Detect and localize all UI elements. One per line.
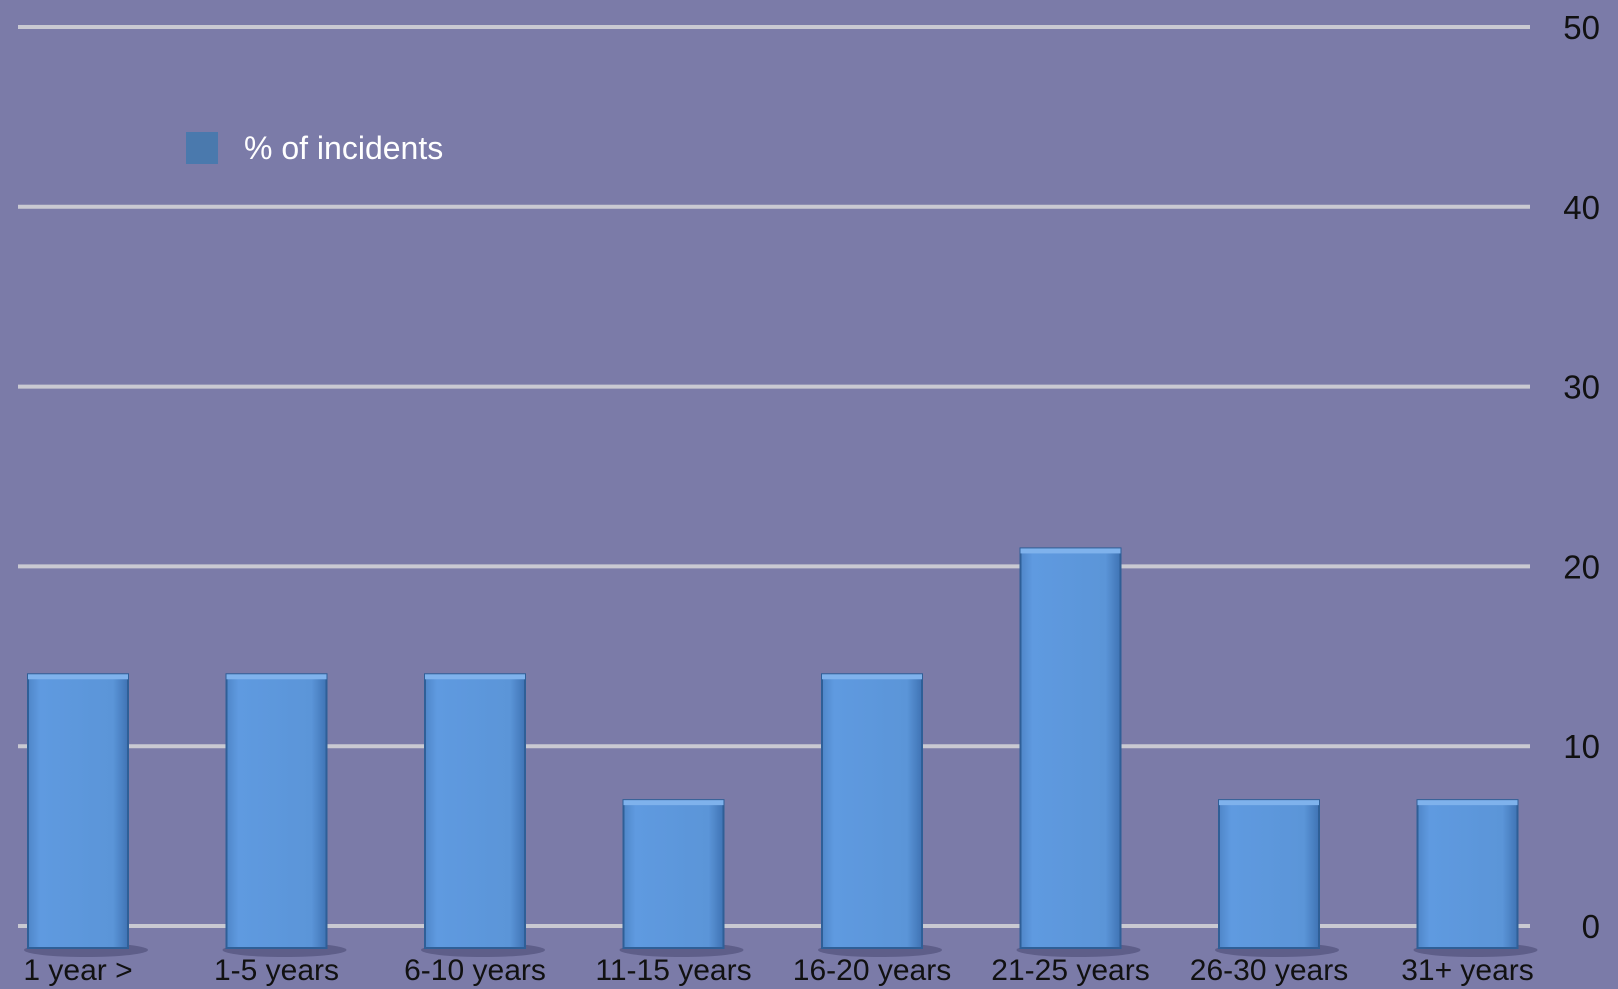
bar — [1413, 799, 1538, 957]
bar-body — [622, 799, 725, 950]
bar-top-highlight — [1417, 800, 1518, 806]
x-tick-label: 26-30 years — [1190, 954, 1348, 987]
bar-body — [1416, 799, 1519, 950]
bar — [24, 673, 148, 957]
bar-body — [821, 673, 923, 950]
y-tick-label: 40 — [1563, 189, 1600, 226]
x-tick-label: 31+ years — [1401, 954, 1534, 987]
bar-top-highlight — [425, 674, 525, 680]
x-tick-label: 6-10 years — [404, 954, 546, 987]
bar-top-highlight — [1020, 548, 1121, 554]
x-axis-labels: 1 year > 1-5 years 6-10 years 11-15 years 16… — [23, 954, 1533, 987]
y-tick-label: 10 — [1563, 728, 1600, 765]
bar-body — [225, 673, 328, 950]
bars — [24, 547, 1538, 957]
bar-body — [27, 673, 129, 950]
y-axis-ticks: 0 10 20 30 40 50 — [1563, 9, 1600, 945]
x-tick-label: 21-25 years — [991, 954, 1149, 987]
x-tick-label: 1-5 years — [214, 954, 339, 987]
bar-top-highlight — [1219, 800, 1319, 806]
bar — [818, 673, 942, 957]
y-tick-label: 0 — [1582, 908, 1600, 945]
legend: % of incidents — [186, 130, 443, 166]
bar-top-highlight — [623, 800, 724, 806]
bar-body — [1218, 799, 1320, 950]
x-tick-label: 1 year > — [23, 954, 132, 987]
bar — [421, 673, 545, 957]
x-tick-label: 11-15 years — [595, 954, 751, 987]
bar-top-highlight — [226, 674, 327, 680]
bar — [1215, 799, 1339, 957]
legend-label: % of incidents — [244, 130, 443, 166]
bar — [1016, 547, 1141, 957]
bar-top-highlight — [28, 674, 128, 680]
bar — [619, 799, 744, 957]
legend-swatch — [186, 132, 218, 164]
bar-top-highlight — [822, 674, 922, 680]
bar — [222, 673, 347, 957]
bar-body — [424, 673, 526, 950]
bar-body — [1019, 547, 1122, 949]
y-tick-label: 50 — [1563, 9, 1600, 46]
x-tick-label: 16-20 years — [793, 954, 951, 987]
y-tick-label: 20 — [1563, 548, 1600, 585]
y-tick-label: 30 — [1563, 369, 1600, 406]
